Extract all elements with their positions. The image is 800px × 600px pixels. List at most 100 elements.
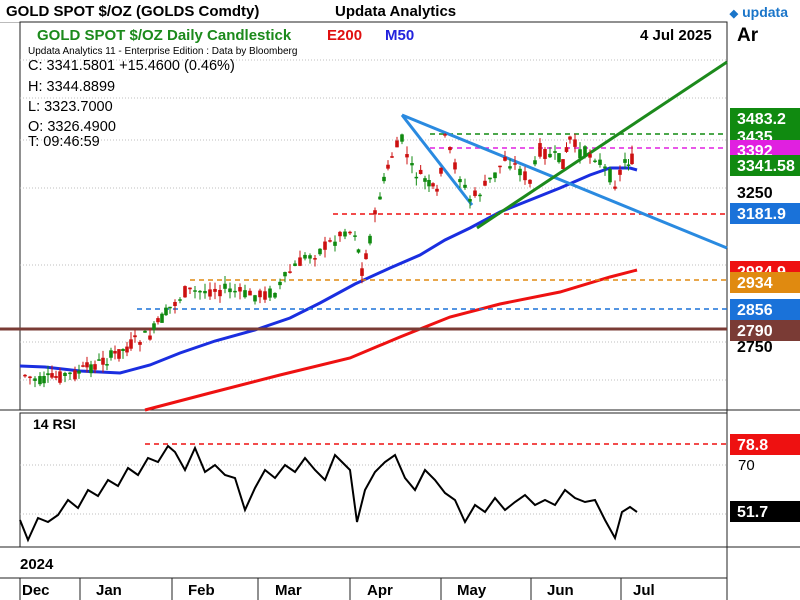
candle-body bbox=[248, 290, 252, 296]
candle-body bbox=[518, 168, 522, 176]
candle-body bbox=[608, 169, 612, 183]
candle-body bbox=[129, 339, 133, 349]
candle-body bbox=[178, 299, 182, 301]
candle-body bbox=[583, 146, 587, 156]
candle-body bbox=[498, 165, 502, 168]
candle-body bbox=[626, 164, 631, 166]
month-axis: Dec Jan Feb Mar Apr May Jun Jul bbox=[0, 577, 728, 600]
candle-body bbox=[553, 151, 557, 153]
candle-body bbox=[488, 177, 492, 180]
candle-body bbox=[298, 257, 302, 266]
price-panel-frame bbox=[19, 21, 728, 411]
candle-body bbox=[414, 176, 419, 179]
candle-body bbox=[233, 290, 237, 293]
candle-body bbox=[410, 163, 414, 166]
candle-body bbox=[528, 179, 532, 184]
candle-body bbox=[125, 346, 129, 353]
candle-body bbox=[77, 370, 81, 374]
candle-body bbox=[258, 290, 262, 298]
candle-body bbox=[368, 235, 372, 244]
candle-body bbox=[568, 136, 572, 140]
candle-body bbox=[400, 134, 404, 142]
candle-body bbox=[431, 183, 435, 187]
candle-body bbox=[138, 341, 142, 345]
price-tag bbox=[730, 299, 800, 320]
candle-body bbox=[198, 290, 202, 293]
candle-body bbox=[97, 359, 101, 361]
candle-body bbox=[85, 362, 89, 368]
candle-body bbox=[121, 348, 125, 352]
e200-line bbox=[144, 268, 638, 412]
candle-body bbox=[423, 178, 427, 182]
candle-body bbox=[188, 287, 192, 290]
candle-body bbox=[318, 248, 322, 255]
candle-body bbox=[603, 166, 607, 169]
candle-body bbox=[473, 190, 477, 196]
month-tick: Feb bbox=[188, 582, 215, 599]
candle-body bbox=[38, 376, 42, 385]
candle-body bbox=[263, 291, 267, 300]
candle-body bbox=[598, 159, 602, 165]
ohlc-open: O: 3326.4900 bbox=[28, 119, 116, 135]
ohlc-close: C: 3341.5801 +15.4600 (0.46%) bbox=[28, 58, 235, 74]
month-tick: Mar bbox=[275, 582, 302, 599]
candle-body bbox=[268, 288, 272, 298]
candle-body bbox=[557, 153, 561, 163]
price-label: 2856 bbox=[737, 302, 773, 319]
candle-body bbox=[133, 335, 137, 338]
candle-body bbox=[273, 292, 277, 298]
legend-m50: M50 bbox=[385, 27, 415, 44]
candle-body bbox=[143, 330, 147, 333]
candle-body bbox=[208, 289, 212, 297]
candle-body bbox=[613, 186, 617, 189]
month-tick: Jul bbox=[633, 582, 655, 599]
candle-body bbox=[313, 258, 317, 260]
candle-body bbox=[443, 134, 447, 136]
candle-body bbox=[427, 180, 431, 187]
price-label: 3181.9 bbox=[737, 206, 786, 223]
candle-body bbox=[203, 290, 207, 294]
candle-body bbox=[593, 160, 597, 163]
price-tag bbox=[730, 434, 800, 455]
candle-body bbox=[333, 241, 337, 246]
candle-body bbox=[538, 143, 542, 157]
candle-body bbox=[630, 153, 634, 165]
price-label: 78.8 bbox=[737, 437, 768, 454]
ohlc-high: H: 3344.8899 bbox=[28, 79, 116, 95]
candle-body bbox=[173, 301, 177, 307]
candle-body bbox=[435, 188, 439, 192]
candle-body bbox=[33, 378, 37, 381]
corner-label: Ar bbox=[737, 25, 759, 46]
candle-body bbox=[193, 290, 197, 292]
candle-body bbox=[23, 374, 27, 377]
candle-body bbox=[503, 157, 507, 161]
candle-body bbox=[382, 176, 386, 182]
candle-body bbox=[338, 231, 342, 237]
price-label: 3250 bbox=[737, 185, 773, 202]
rsi-title: 14 RSI bbox=[33, 416, 76, 432]
candle-body bbox=[58, 371, 62, 383]
candle-body bbox=[378, 196, 382, 200]
candle-body bbox=[160, 313, 164, 323]
price-tag bbox=[730, 155, 800, 176]
ohlc-low: L: 3323.7000 bbox=[28, 99, 113, 115]
candle-body bbox=[168, 306, 172, 309]
candle-body bbox=[283, 272, 287, 277]
price-tag bbox=[730, 203, 800, 224]
candle-body bbox=[89, 364, 93, 374]
candle-body bbox=[360, 268, 364, 276]
rsi-tick: 70 bbox=[738, 457, 755, 474]
candle-body bbox=[148, 335, 152, 340]
grid bbox=[20, 59, 727, 515]
candle-body bbox=[364, 253, 368, 260]
candle-body bbox=[164, 307, 168, 316]
candle-body bbox=[223, 283, 227, 289]
price-tag bbox=[730, 272, 800, 293]
candle-body bbox=[278, 281, 282, 286]
provider-title: Updata Analytics bbox=[335, 3, 457, 20]
wedge-trendline bbox=[400, 114, 474, 206]
candle-body bbox=[117, 349, 121, 359]
candle-body bbox=[439, 167, 443, 174]
legend-e200: E200 bbox=[327, 27, 363, 44]
